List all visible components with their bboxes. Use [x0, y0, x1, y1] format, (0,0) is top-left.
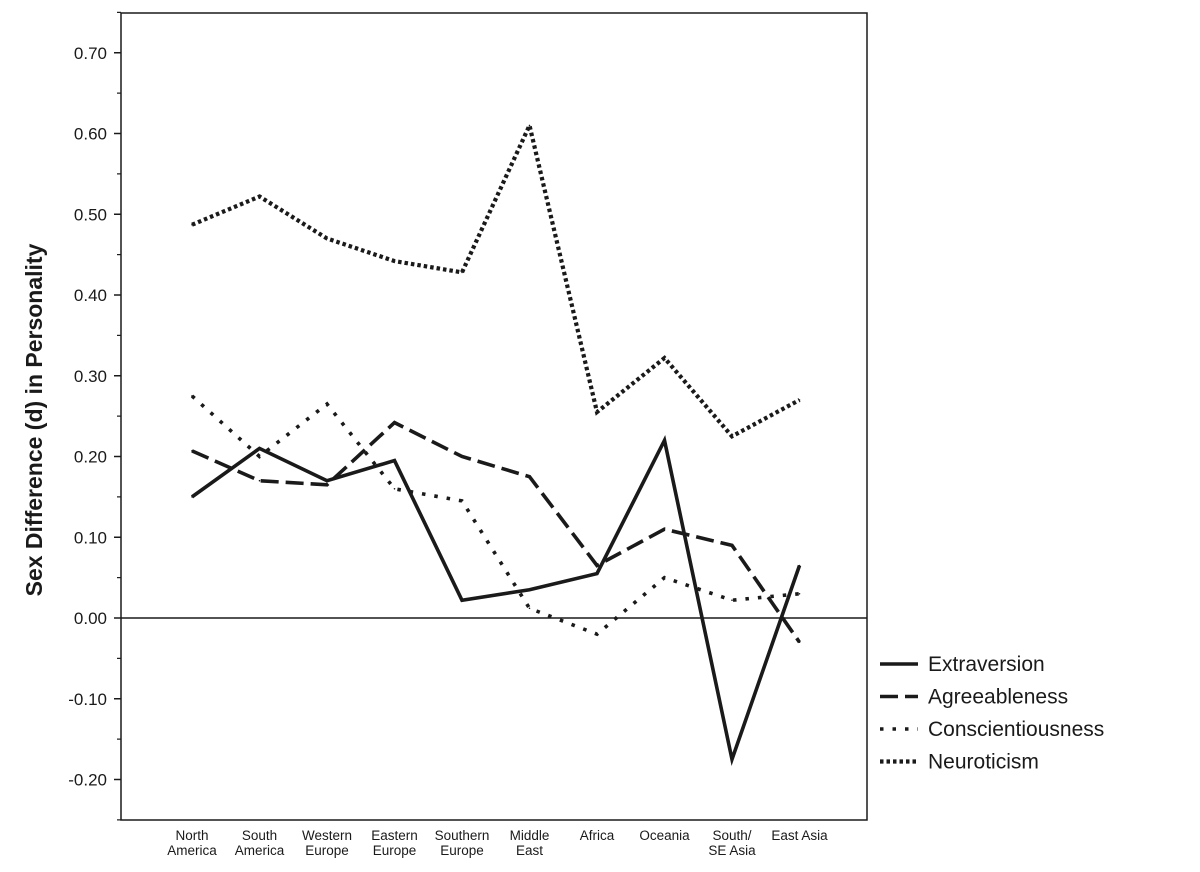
y-tick-label: 0.40: [74, 286, 107, 305]
data-point-agreeableness: [326, 483, 328, 486]
y-tick-label: -0.10: [68, 690, 107, 709]
data-point-extraversion: [258, 447, 261, 450]
legend-label: Agreeableness: [928, 686, 1068, 709]
data-point-conscientiousness: [663, 576, 666, 579]
x-axis: North America South America Western Europe Eas…: [167, 828, 828, 858]
y-tick-label: 0.20: [74, 448, 107, 467]
data-point-neuroticism: [663, 357, 666, 359]
data-point-agreeableness: [596, 564, 598, 567]
data-point-extraversion: [731, 758, 733, 761]
y-tick-label: 0.70: [74, 44, 107, 63]
plot-frame: [120, 12, 868, 821]
data-point-extraversion: [393, 459, 396, 462]
series-line-neuroticism: [191, 118, 801, 439]
data-point-neuroticism: [461, 271, 463, 274]
data-point-agreeableness: [393, 421, 396, 424]
x-category-label: South/SE Asia: [708, 828, 756, 858]
data-point-conscientiousness: [191, 395, 193, 397]
data-point-agreeableness: [663, 528, 666, 530]
x-category-label: Oceania: [639, 828, 690, 843]
data-point-agreeableness: [731, 544, 733, 547]
data-point-extraversion: [798, 564, 801, 567]
data-point-conscientiousness: [326, 403, 328, 405]
data-point-extraversion: [326, 479, 328, 482]
data-point-conscientiousness: [528, 607, 531, 610]
data-point-conscientiousness: [798, 592, 801, 595]
data-point-extraversion: [461, 599, 463, 602]
data-point-conscientiousness: [258, 455, 261, 458]
data-point-extraversion: [663, 439, 666, 442]
data-point-conscientiousness: [393, 488, 396, 490]
data-point-neuroticism: [798, 399, 801, 401]
x-category-label: South America: [235, 828, 285, 858]
series-line-agreeableness: [191, 420, 801, 644]
y-tick-label: 0.60: [74, 125, 107, 144]
data-point-agreeableness: [191, 450, 193, 452]
data-point-neuroticism: [596, 411, 598, 413]
y-tick-label: 0.10: [74, 528, 107, 547]
data-point-neuroticism: [528, 124, 531, 127]
legend: Extraversion Agreeableness Conscientiousne…: [880, 653, 1104, 774]
data-point-agreeableness: [798, 641, 801, 644]
x-category-label: North America: [167, 828, 217, 858]
data-point-conscientiousness: [461, 500, 463, 502]
data-point-neuroticism: [731, 435, 733, 438]
x-category-label: Middle East: [510, 828, 550, 858]
y-axis-label: Sex Difference (d) in Personality: [21, 243, 47, 596]
x-category-label: Eastern Europe: [371, 828, 418, 858]
data-point-agreeableness: [461, 455, 463, 458]
data-point-agreeableness: [528, 475, 531, 478]
data-point-neuroticism: [326, 237, 328, 240]
x-category-label: Africa: [580, 828, 615, 843]
data-point-extraversion: [528, 588, 531, 591]
y-tick-label: -0.20: [68, 771, 107, 790]
y-tick-label: 0.30: [74, 367, 107, 386]
data-point-neuroticism: [258, 195, 261, 198]
data-point-conscientiousness: [596, 633, 598, 635]
x-category-label: Western Europe: [302, 828, 352, 858]
legend-label: Conscientiousness: [928, 718, 1104, 741]
y-tick-label: 0.00: [74, 609, 107, 628]
legend-label: Extraversion: [928, 653, 1045, 676]
x-category-label: East Asia: [771, 828, 828, 843]
y-tick-label: 0.50: [74, 205, 107, 224]
data-point-agreeableness: [258, 479, 261, 482]
x-category-label: Southern Europe: [435, 828, 490, 858]
series-line-extraversion: [190, 434, 802, 767]
data-point-neuroticism: [191, 223, 193, 226]
series-lines: [190, 118, 802, 767]
data-point-extraversion: [191, 496, 193, 498]
legend-label: Neuroticism: [928, 751, 1039, 774]
data-point-neuroticism: [393, 260, 396, 262]
data-point-extraversion: [596, 572, 598, 575]
series-line-conscientiousness: [190, 394, 800, 637]
data-point-conscientiousness: [731, 599, 733, 602]
y-axis: -0.20 -0.10 0.00 0.10 0.20 0.30 0.40 0.50 0.60 0.…: [68, 11, 121, 821]
